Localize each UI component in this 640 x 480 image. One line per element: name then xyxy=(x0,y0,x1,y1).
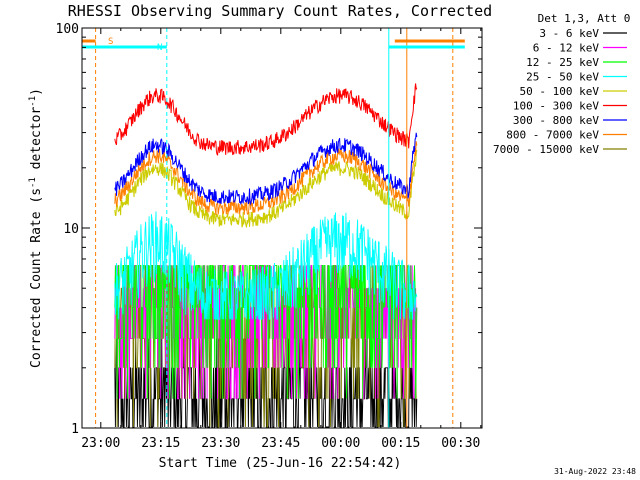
legend-entry-label: 3 - 6 keV xyxy=(539,27,599,40)
series-line xyxy=(114,132,418,206)
x-tick-label: 23:15 xyxy=(141,436,180,451)
legend-entry-label: 300 - 800 keV xyxy=(513,114,599,127)
series-line xyxy=(114,264,418,399)
y-tick-label: 1 xyxy=(71,422,79,437)
legend-header: Det 1,3, Att 0 xyxy=(538,12,631,25)
y-axis-label-sup2: -1 xyxy=(28,96,38,107)
legend-entry-label: 12 - 25 keV xyxy=(526,56,599,69)
y-axis-label-end: ) xyxy=(29,88,44,96)
chart-title: RHESSI Observing Summary Count Rates, Co… xyxy=(68,2,492,20)
footer-timestamp: 31-Aug-2022 23:48 xyxy=(554,467,636,476)
saa-annotation: S xyxy=(108,37,113,47)
legend-entry-label: 50 - 100 keV xyxy=(520,85,600,98)
x-tick-label: 00:30 xyxy=(441,436,480,451)
y-axis-label-sup1: -1 xyxy=(28,177,38,188)
legend-entry-label: 800 - 7000 keV xyxy=(506,129,599,142)
legend-entry-label: 25 - 50 keV xyxy=(526,71,599,84)
x-tick-label: 23:45 xyxy=(261,436,300,451)
x-tick-label: 00:00 xyxy=(321,436,360,451)
series-line xyxy=(114,83,418,157)
night-annotation: N xyxy=(157,43,162,53)
y-tick-label: 10 xyxy=(63,222,79,237)
data-layer xyxy=(114,83,418,428)
legend-entry-label: 7000 - 15000 keV xyxy=(493,143,599,156)
y-axis-label-mid: detector xyxy=(29,107,44,178)
series-line xyxy=(114,141,418,216)
x-axis-label: Start Time (25-Jun-16 22:54:42) xyxy=(159,456,402,471)
y-tick-label: 100 xyxy=(56,22,79,37)
legend-entry-label: 6 - 12 keV xyxy=(533,42,600,55)
x-tick-label: 23:30 xyxy=(201,436,240,451)
series-line xyxy=(114,150,418,229)
x-tick-label: 00:15 xyxy=(381,436,420,451)
y-axis-label: Corrected Count Rate (s-1 detector-1) xyxy=(28,88,44,368)
y-axis-label-main: Corrected Count Rate (s xyxy=(29,188,44,368)
legend-entry-label: 100 - 300 keV xyxy=(513,100,599,113)
x-tick-label: 23:00 xyxy=(81,436,120,451)
series-line xyxy=(114,211,418,320)
tick-layer: 23:00 23:15 23:30 23:45 00:00 00:15 00:30 1 10 10… xyxy=(56,22,482,451)
